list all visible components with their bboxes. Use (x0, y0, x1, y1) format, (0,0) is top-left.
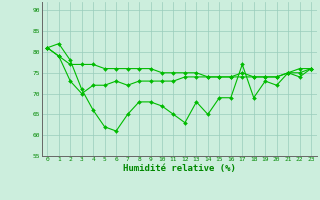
X-axis label: Humidité relative (%): Humidité relative (%) (123, 164, 236, 173)
